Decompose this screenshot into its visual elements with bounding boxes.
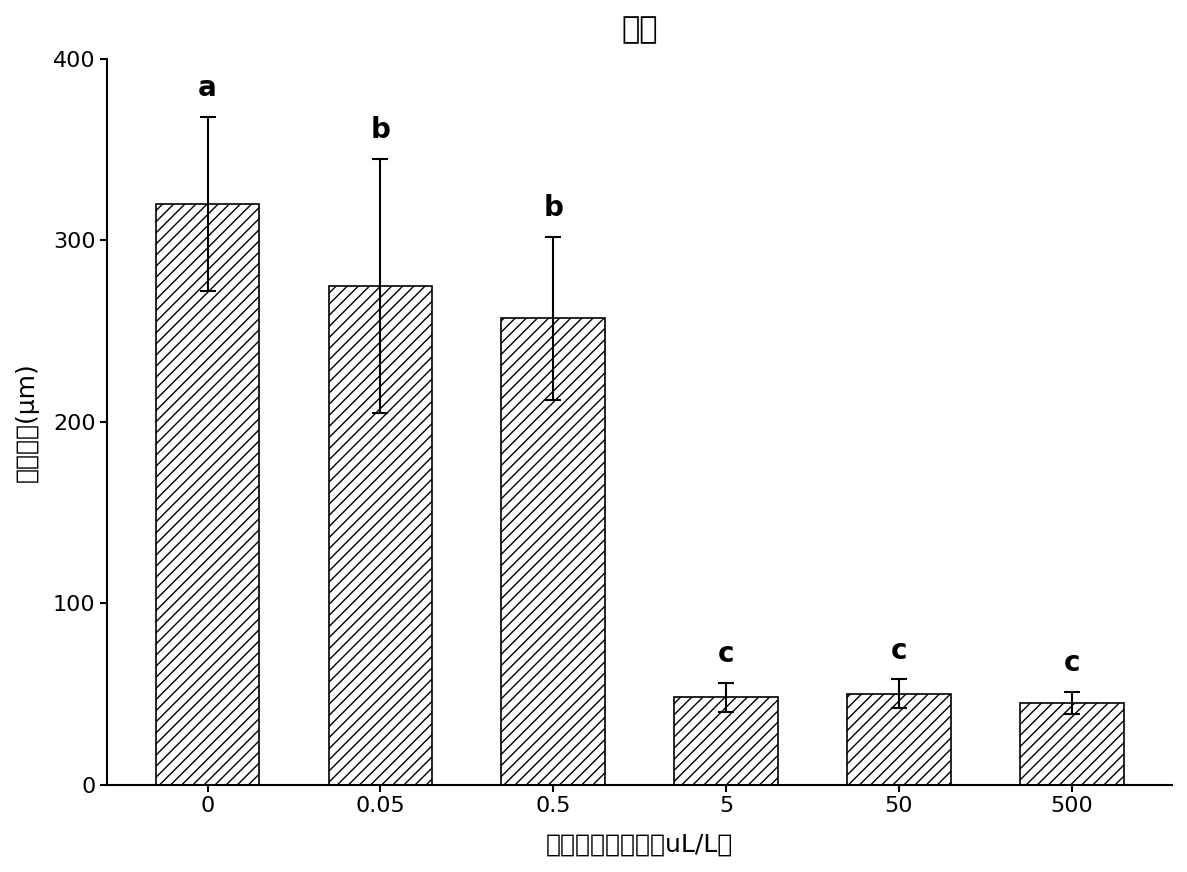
Bar bbox=[501, 318, 605, 785]
Bar bbox=[848, 694, 951, 785]
Bar bbox=[155, 204, 260, 785]
X-axis label: 挥发性物质浓度（uL/L）: 挥发性物质浓度（uL/L） bbox=[546, 833, 734, 857]
Y-axis label: 菌体长度(μm): 菌体长度(μm) bbox=[15, 362, 39, 481]
Text: b: b bbox=[370, 116, 391, 144]
Bar bbox=[329, 286, 432, 785]
Text: c: c bbox=[1064, 650, 1080, 678]
Text: c: c bbox=[718, 640, 735, 669]
Text: a: a bbox=[198, 74, 217, 102]
Text: b: b bbox=[544, 194, 563, 222]
Bar bbox=[674, 698, 777, 785]
Title: 己醛: 己醛 bbox=[622, 15, 658, 44]
Bar bbox=[1020, 703, 1124, 785]
Text: c: c bbox=[890, 637, 907, 664]
